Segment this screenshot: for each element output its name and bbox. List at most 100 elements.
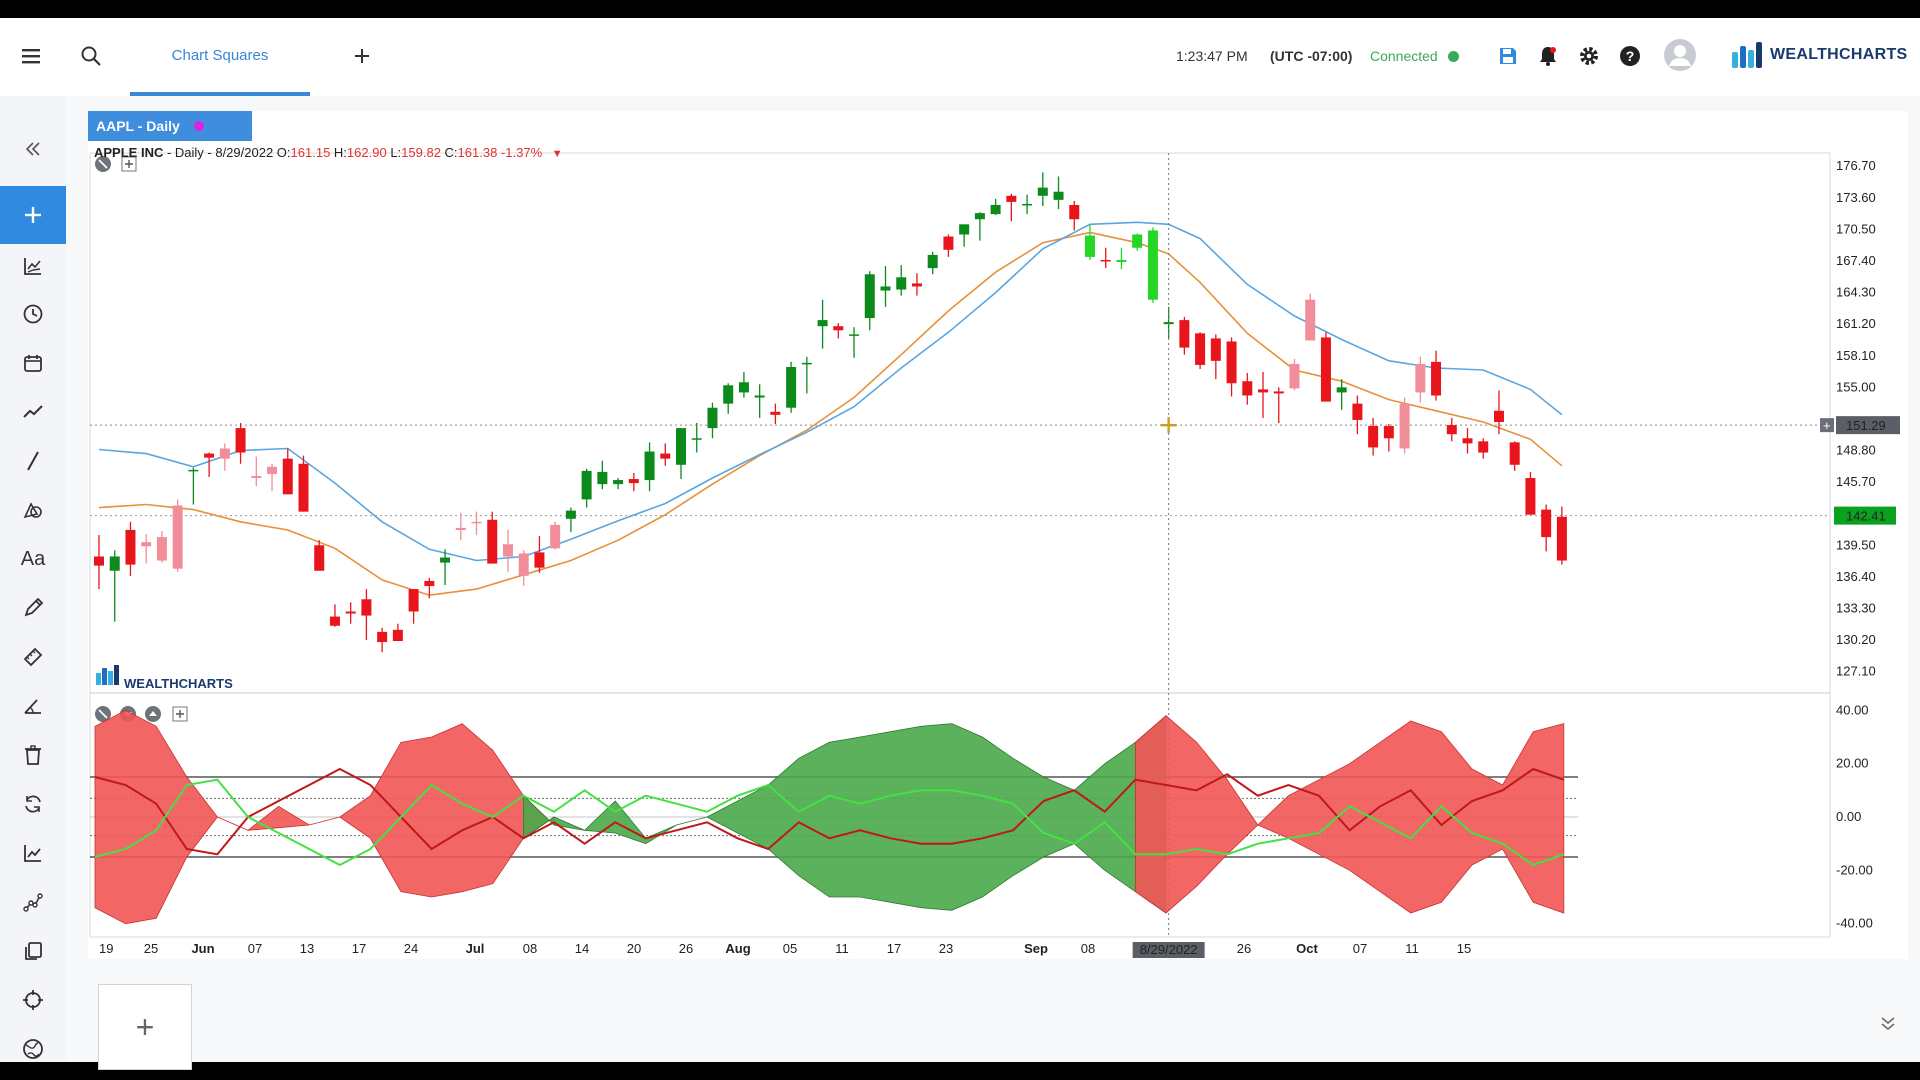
search-icon[interactable] (73, 38, 109, 74)
candle-body (251, 475, 262, 479)
line-icon[interactable] (0, 441, 66, 481)
candle-body (298, 463, 309, 512)
notifications-bell-icon[interactable] (1530, 38, 1566, 74)
pencil-icon[interactable] (0, 588, 66, 628)
shapes-icon[interactable] (0, 490, 66, 530)
candle-body (628, 479, 639, 484)
collapse-left-icon[interactable] (0, 129, 66, 169)
calendar-icon[interactable] (0, 343, 66, 383)
date-tick-label: 23 (939, 941, 953, 956)
oscillator-green-cloud (523, 714, 1167, 914)
copy-icon[interactable] (0, 931, 66, 971)
close-label: C: (444, 145, 458, 160)
candle-body (1493, 410, 1504, 422)
date-tick-label: 08 (523, 941, 537, 956)
ruler-icon[interactable] (0, 637, 66, 677)
symbol-color-dot[interactable] (193, 121, 204, 131)
trendline-icon[interactable] (0, 392, 66, 432)
symbol-tab[interactable]: AAPL - Daily (88, 111, 252, 141)
oscillator-move-up-button-icon (149, 711, 157, 716)
candle-body (974, 213, 985, 220)
date-tick-label: 11 (835, 941, 849, 956)
low-value: 159.82 (401, 145, 441, 160)
trash-icon[interactable] (0, 735, 66, 775)
candle-body (927, 254, 938, 269)
chart-panel[interactable]: 176.70 173.60 170.50 167.40 164.30 161.20 158.… (88, 111, 1908, 959)
add-price-alert-button[interactable] (1820, 418, 1834, 433)
candle-body (1320, 337, 1331, 402)
company-name: APPLE INC (94, 145, 164, 160)
candle-body (754, 395, 765, 398)
candle-body (738, 382, 749, 393)
text-icon[interactable]: Aa (20, 547, 46, 570)
app-window: Chart Squares 1:23:47 PM (UTC -07:00) Co… (0, 18, 1920, 1070)
plot-border (89, 152, 1831, 938)
candle-body (1195, 333, 1206, 365)
candle-body (1462, 438, 1473, 444)
date-tick-label: 26 (679, 941, 693, 956)
timezone[interactable]: (UTC -07:00) (1270, 48, 1353, 64)
price-tick-label: 130.20 (1836, 632, 1876, 647)
add-alert-plus-icon: + (1823, 418, 1831, 433)
hamburger-menu-icon[interactable] (13, 38, 49, 74)
candle-body (1179, 320, 1190, 348)
crosshair-date-badge (1132, 942, 1205, 958)
candle-body (1147, 230, 1158, 300)
globe-icon[interactable] (0, 1029, 66, 1069)
avatar[interactable] (1660, 35, 1700, 75)
price-tick-label: 148.80 (1836, 443, 1876, 458)
indicator-icon[interactable] (0, 246, 66, 286)
main-area: 176.70 173.60 170.50 167.40 164.30 161.20 158.… (66, 96, 1920, 1070)
candle-body (235, 428, 246, 453)
crosshair-icon[interactable] (0, 980, 66, 1020)
candle-body (911, 283, 922, 287)
candle-body (282, 458, 293, 495)
chart-canvas[interactable]: 176.70 173.60 170.50 167.40 164.30 161.20 158.… (88, 111, 1908, 959)
last-price-label: 142.41 (1846, 509, 1886, 524)
price-tick-label: 158.10 (1836, 348, 1876, 363)
candle-body (1556, 516, 1567, 561)
oscillator-red-cloud (1135, 715, 1565, 914)
high-label: H: (333, 145, 347, 160)
candle-body (408, 589, 419, 612)
symbol-tab-label: AAPL - Daily (96, 118, 180, 134)
scatter-icon[interactable] (0, 882, 66, 922)
help-icon[interactable]: ? (1612, 38, 1648, 74)
price-tick-label: 167.40 (1836, 253, 1876, 268)
legend-caret-icon[interactable]: ▼ (551, 148, 563, 160)
clock-time: 1:23:47 PM (1176, 48, 1248, 64)
price-tick-label: 173.60 (1836, 190, 1876, 205)
line-chart-icon[interactable] (0, 833, 66, 873)
candle-body (125, 529, 136, 565)
chart-watermark-logo (96, 665, 119, 685)
ma-orange-line (98, 231, 1563, 597)
candle-body (219, 448, 230, 459)
angle-icon[interactable] (0, 686, 66, 726)
pane-hide-button-icon (98, 159, 108, 169)
add-tab-icon[interactable] (344, 38, 380, 74)
candle-body (1446, 425, 1457, 435)
date-tick-label: 11 (1405, 941, 1419, 956)
candle-body (534, 552, 545, 568)
refresh-icon[interactable] (0, 784, 66, 824)
candle-body (801, 362, 812, 365)
collapse-down-icon[interactable] (1870, 998, 1906, 1048)
candle-body (109, 556, 120, 571)
clock-icon[interactable] (0, 294, 66, 334)
add-icon[interactable] (0, 186, 66, 244)
date-tick-label: Aug (725, 941, 750, 956)
add-chart-button[interactable]: + (98, 984, 192, 1070)
tab-chart-squares[interactable]: Chart Squares (130, 18, 310, 96)
candle-body (707, 407, 718, 429)
candle-body (1541, 509, 1552, 538)
settings-gear-icon[interactable] (1571, 38, 1607, 74)
save-icon[interactable] (1490, 38, 1526, 74)
open-value: 161.15 (290, 145, 331, 160)
candle-body (141, 542, 152, 547)
price-tick-label: 155.00 (1836, 379, 1876, 394)
candle-body (518, 553, 529, 576)
candle-body (314, 545, 325, 571)
oscillator-hide-button-icon (98, 709, 108, 719)
connection-status-dot (1448, 51, 1459, 62)
candle-body (565, 510, 576, 519)
